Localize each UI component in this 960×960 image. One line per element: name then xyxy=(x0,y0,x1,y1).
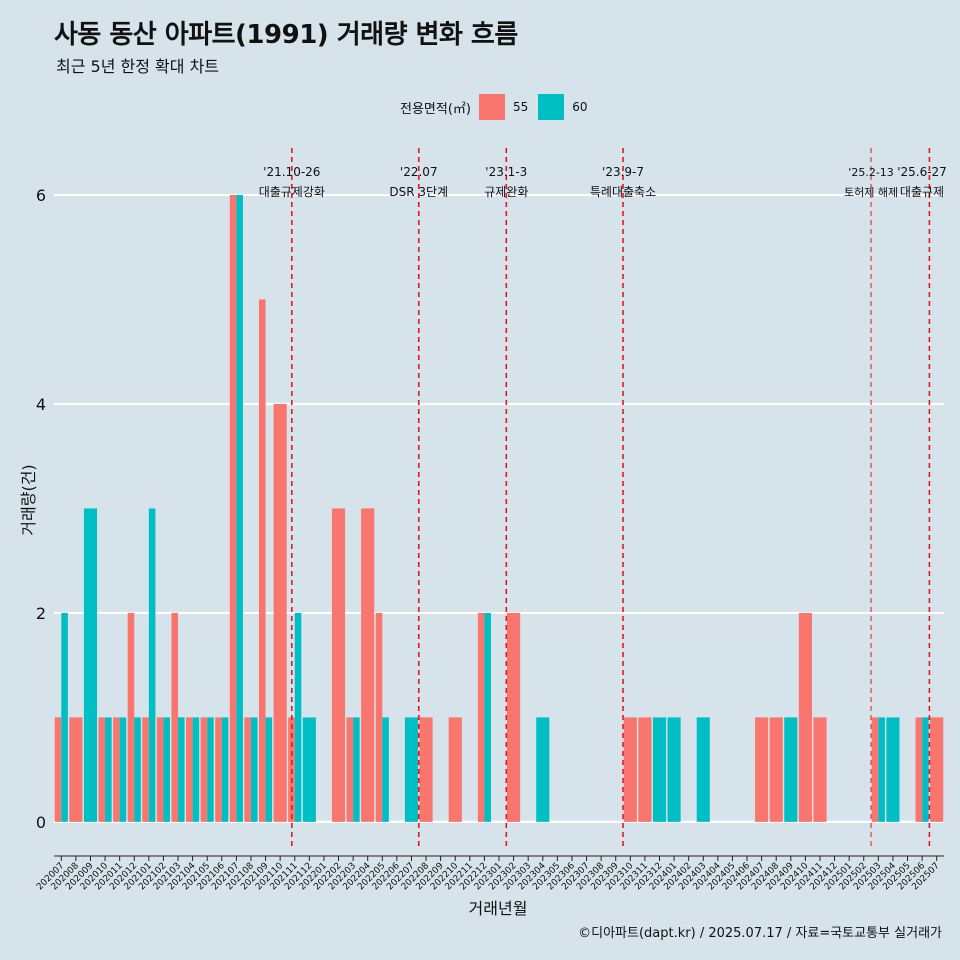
bar-60-202304 xyxy=(536,717,550,822)
bar-60-202207 xyxy=(404,717,419,822)
bar-55-202109 xyxy=(258,299,266,822)
bar-55-202104 xyxy=(186,717,193,822)
y-tick-label-0: 0 xyxy=(36,813,46,832)
bar-55-202012 xyxy=(127,612,135,822)
bar-60-202312 xyxy=(652,717,667,822)
bar-55-202011 xyxy=(113,717,120,822)
bar-60-202504 xyxy=(886,717,900,822)
bar-60-202409 xyxy=(784,717,798,822)
bar-55-202204 xyxy=(361,508,375,822)
bar-60-202102 xyxy=(163,717,170,822)
event-date-2: '23.1-3 xyxy=(485,165,527,179)
bar-55-202411 xyxy=(813,717,827,822)
bar-55-202007 xyxy=(54,717,62,822)
bar-60-202403 xyxy=(696,717,710,822)
bar-60-202106 xyxy=(221,717,229,822)
bar-55-202310 xyxy=(623,717,637,822)
bar-55-202212 xyxy=(477,612,485,822)
bar-55-202503 xyxy=(871,717,879,822)
bar-60-202401 xyxy=(667,717,681,822)
y-tick-label-6: 6 xyxy=(36,186,46,205)
legend-label-55: 55 xyxy=(512,100,529,114)
bar-60-202012 xyxy=(134,717,141,822)
bar-60-202212 xyxy=(484,612,491,822)
bar-60-202007 xyxy=(61,612,68,822)
bar-55-202203 xyxy=(346,717,354,822)
chart-title: 사동 동산 아파트(1991) 거래량 변화 흐름 xyxy=(54,20,518,50)
bar-55-202507 xyxy=(930,717,944,822)
bar-55-202102 xyxy=(156,717,164,822)
bar-55-202010 xyxy=(98,717,106,822)
bar-55-202106 xyxy=(215,717,222,822)
y-axis-title: 거래량(건) xyxy=(19,464,38,535)
legend-title: 전용면적(㎡) xyxy=(400,101,471,117)
event-label-3: 특례대출축소 xyxy=(590,185,656,199)
event-label-5: 대출규제 xyxy=(900,185,944,199)
event-date-4: '25.2-13 xyxy=(848,166,893,179)
bar-55-202302 xyxy=(507,612,521,822)
bar-60-202009 xyxy=(83,508,98,822)
legend: 전용면적(㎡) 55 60 xyxy=(400,93,598,121)
bar-55-202407 xyxy=(755,717,769,822)
bar-60-202111 xyxy=(294,612,302,822)
bar-55-202205 xyxy=(375,612,383,822)
event-label-2: 규제완화 xyxy=(484,185,528,199)
bar-60-202109 xyxy=(265,717,273,822)
bar-60-202108 xyxy=(250,717,258,822)
event-label-0: 대출규제강화 xyxy=(259,185,325,199)
bar-55-202103 xyxy=(171,612,179,822)
x-axis-title: 거래년월 xyxy=(469,899,528,918)
bar-55-202008 xyxy=(69,717,83,822)
bar-60-202503 xyxy=(878,717,885,822)
bar-55-202506 xyxy=(915,717,923,822)
legend-key-60 xyxy=(538,94,565,120)
bar-60-202104 xyxy=(192,717,200,822)
bar-60-202203 xyxy=(353,717,360,822)
event-label-4: 토허제 해제 xyxy=(844,185,898,199)
legend-label-60: 60 xyxy=(572,100,588,114)
bar-55-202408 xyxy=(769,717,783,822)
y-tick-label-4: 4 xyxy=(36,395,46,414)
bar-55-202410 xyxy=(798,612,812,822)
y-tick-label-2: 2 xyxy=(36,604,46,623)
bar-55-202210 xyxy=(448,717,462,822)
event-date-1: '22.07 xyxy=(400,165,438,179)
event-date-5: '25.6-27 xyxy=(897,165,947,179)
bar-60-202011 xyxy=(119,717,127,822)
legend-key-55 xyxy=(478,94,505,120)
bar-60-202101 xyxy=(148,508,156,822)
bar-60-202205 xyxy=(382,717,389,822)
bar-55-202311 xyxy=(638,717,652,822)
event-date-0: '21.10-26 xyxy=(263,165,320,179)
bar-55-202105 xyxy=(200,717,208,822)
bar-55-202108 xyxy=(244,717,251,822)
bar-60-202010 xyxy=(105,717,112,822)
chart-subtitle: 최근 5년 한정 확대 차트 xyxy=(56,57,220,76)
bar-55-202101 xyxy=(142,717,149,822)
bar-55-202202 xyxy=(331,508,346,822)
event-label-1: DSR 3단계 xyxy=(389,185,448,199)
bar-60-202105 xyxy=(207,717,214,822)
bar-60-202107 xyxy=(236,195,243,822)
bar-55-202208 xyxy=(419,717,433,822)
bar-60-202506 xyxy=(922,717,929,822)
bar-55-202107 xyxy=(229,195,237,822)
bar-55-202110 xyxy=(273,403,287,822)
source-caption: ©디아파트(dapt.kr) / 2025.07.17 / 자료=국토교통부 실… xyxy=(578,926,942,941)
bar-60-202112 xyxy=(302,717,316,822)
event-date-3: '23.9-7 xyxy=(602,165,644,179)
bar-60-202103 xyxy=(178,717,185,822)
